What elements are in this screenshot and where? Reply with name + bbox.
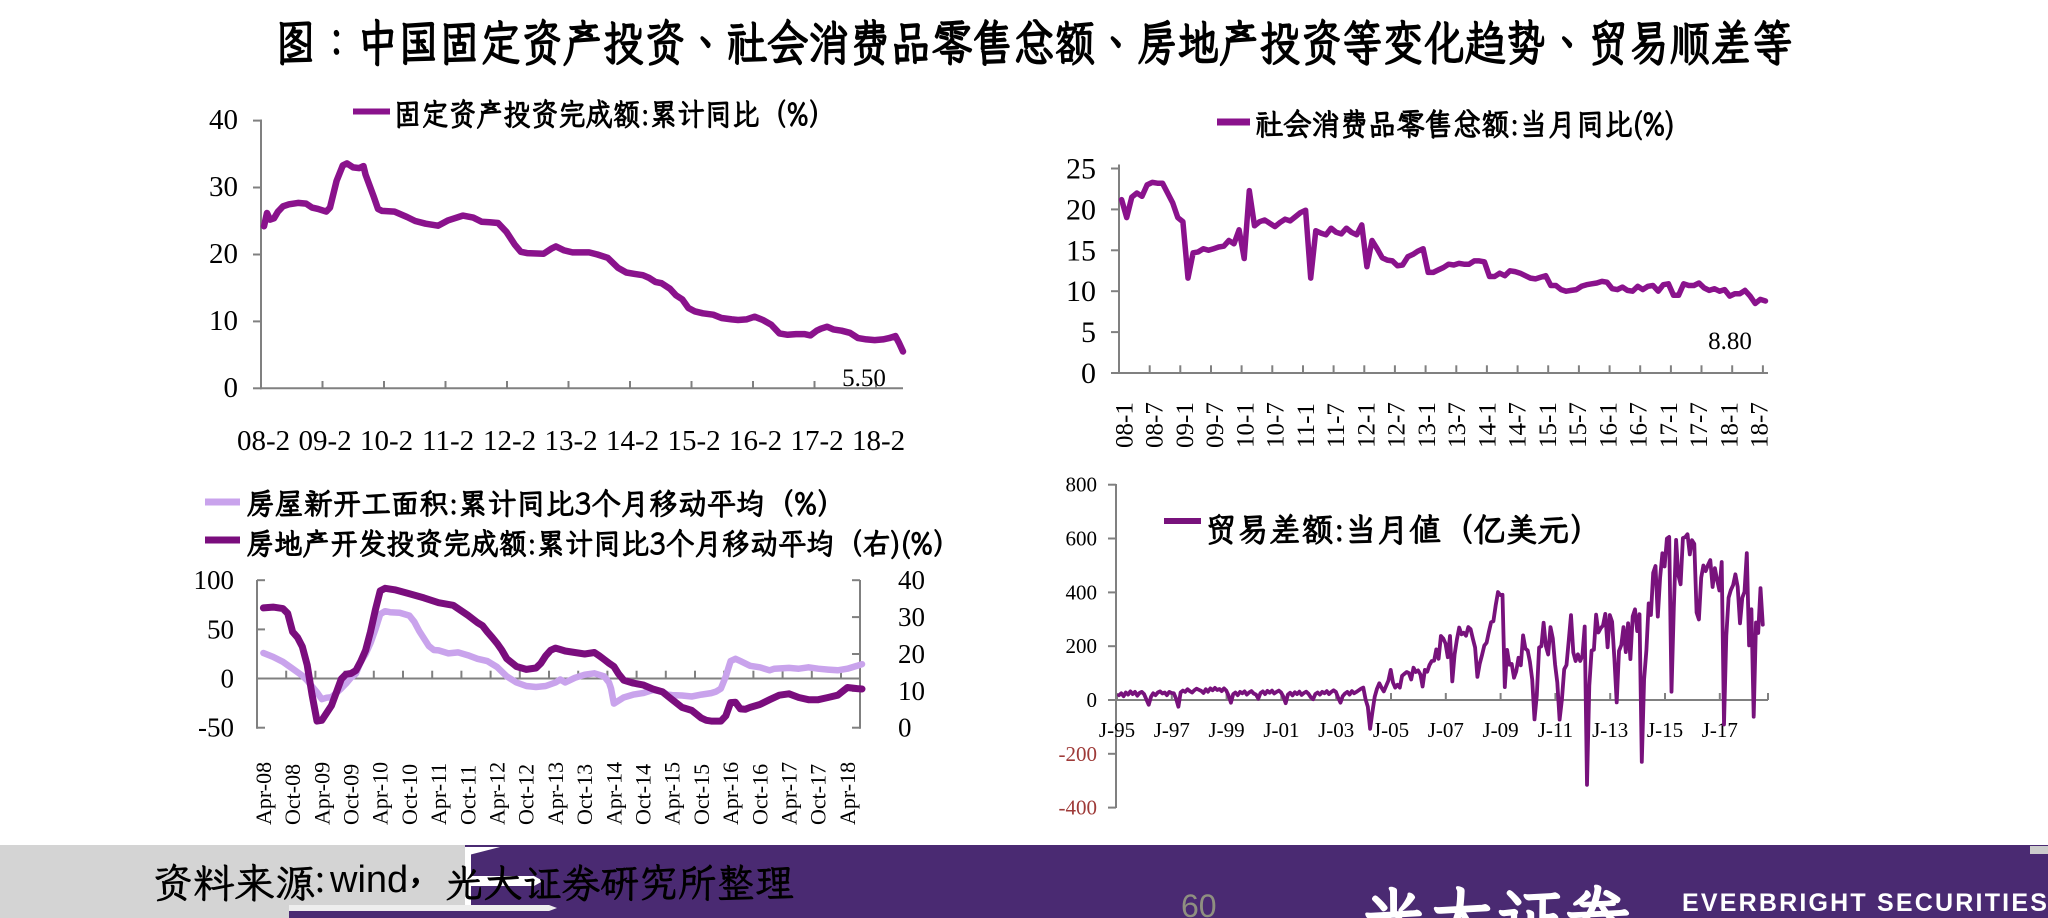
svg-text:Oct-10: Oct-10 [397, 764, 422, 825]
svg-text:13-1: 13-1 [1414, 402, 1441, 448]
svg-text:0: 0 [224, 372, 239, 404]
svg-text:Apr-13: Apr-13 [543, 762, 568, 825]
svg-text:J-99: J-99 [1209, 718, 1245, 742]
svg-text:J-01: J-01 [1263, 718, 1299, 742]
svg-text:10-7: 10-7 [1263, 402, 1290, 448]
svg-text:5.50: 5.50 [842, 365, 886, 392]
svg-text:400: 400 [1066, 580, 1098, 604]
svg-text:16-1: 16-1 [1595, 402, 1622, 448]
svg-text:Oct-14: Oct-14 [631, 764, 656, 825]
svg-text:10: 10 [209, 305, 238, 337]
svg-text:08-2: 08-2 [237, 425, 290, 457]
svg-text:Apr-17: Apr-17 [777, 762, 802, 825]
svg-text:J-13: J-13 [1592, 718, 1628, 742]
svg-text:J-03: J-03 [1318, 718, 1354, 742]
svg-text:60: 60 [1181, 888, 1217, 918]
svg-text:12-7: 12-7 [1384, 402, 1411, 448]
svg-text:08-7: 08-7 [1142, 402, 1169, 448]
svg-text:Apr-09: Apr-09 [309, 762, 334, 825]
svg-text:11-7: 11-7 [1323, 403, 1350, 448]
svg-text:11-1: 11-1 [1293, 403, 1320, 448]
svg-text:30: 30 [209, 171, 238, 203]
svg-text:200: 200 [1066, 634, 1098, 658]
svg-text:100: 100 [194, 565, 235, 595]
svg-text:13-7: 13-7 [1444, 402, 1471, 448]
svg-text:14-1: 14-1 [1474, 402, 1501, 448]
svg-text:12-2: 12-2 [483, 425, 536, 457]
svg-text:Oct-16: Oct-16 [747, 764, 772, 825]
svg-text:-50: -50 [198, 713, 234, 743]
svg-text:Apr-11: Apr-11 [426, 763, 451, 825]
svg-text:Apr-10: Apr-10 [368, 762, 393, 825]
svg-text:0: 0 [221, 664, 235, 694]
svg-text:15-7: 15-7 [1565, 402, 1592, 448]
svg-text:-400: -400 [1059, 796, 1098, 820]
svg-text:600: 600 [1066, 527, 1098, 551]
svg-text:18-2: 18-2 [852, 425, 905, 457]
svg-text:Oct-17: Oct-17 [806, 764, 831, 825]
svg-text:J-09: J-09 [1483, 718, 1519, 742]
svg-text:20: 20 [898, 639, 925, 669]
svg-text:13-2: 13-2 [545, 425, 598, 457]
svg-text:Oct-15: Oct-15 [689, 764, 714, 825]
svg-text:09-1: 09-1 [1172, 402, 1199, 448]
svg-text:Oct-11: Oct-11 [455, 765, 480, 825]
svg-text:15: 15 [1066, 234, 1096, 267]
svg-text:20: 20 [209, 238, 238, 270]
svg-text:50: 50 [207, 614, 234, 644]
svg-text:09-2: 09-2 [299, 425, 352, 457]
svg-text:Apr-18: Apr-18 [835, 762, 860, 825]
svg-text:40: 40 [898, 565, 925, 595]
svg-text:Oct-13: Oct-13 [572, 764, 597, 825]
svg-text:5: 5 [1081, 316, 1096, 349]
svg-text:0: 0 [1087, 688, 1098, 712]
svg-text:0: 0 [898, 713, 912, 743]
svg-text:17-7: 17-7 [1686, 402, 1713, 448]
svg-text:15-2: 15-2 [668, 425, 721, 457]
svg-text:14-2: 14-2 [606, 425, 659, 457]
svg-text:12-1: 12-1 [1353, 402, 1380, 448]
svg-text:40: 40 [209, 104, 238, 136]
svg-text:10: 10 [898, 676, 925, 706]
svg-text:10: 10 [1066, 275, 1096, 308]
svg-text:J-97: J-97 [1154, 718, 1190, 742]
svg-text:J-05: J-05 [1373, 718, 1409, 742]
svg-text:Apr-16: Apr-16 [718, 762, 743, 825]
svg-text:-200: -200 [1059, 742, 1098, 766]
svg-text:800: 800 [1066, 473, 1098, 497]
svg-text:J-11: J-11 [1538, 718, 1573, 742]
svg-text:Apr-14: Apr-14 [601, 762, 626, 825]
svg-text:J-07: J-07 [1428, 718, 1464, 742]
svg-text:15-1: 15-1 [1535, 402, 1562, 448]
svg-text:18-7: 18-7 [1747, 402, 1774, 448]
svg-text:8.80: 8.80 [1708, 328, 1752, 355]
svg-text:14-7: 14-7 [1505, 402, 1532, 448]
svg-text:EVERBRIGHT SECURITIES: EVERBRIGHT SECURITIES [1682, 889, 2048, 917]
svg-text:10-1: 10-1 [1232, 402, 1259, 448]
svg-text:0: 0 [1081, 357, 1096, 390]
svg-text:30: 30 [898, 602, 925, 632]
svg-text:Oct-12: Oct-12 [514, 764, 539, 825]
svg-text:Oct-09: Oct-09 [339, 764, 364, 825]
svg-text:17-1: 17-1 [1656, 402, 1683, 448]
svg-text:08-1: 08-1 [1112, 402, 1139, 448]
svg-text:18-1: 18-1 [1716, 402, 1743, 448]
svg-text:J-95: J-95 [1099, 718, 1135, 742]
svg-text:11-2: 11-2 [422, 425, 474, 457]
svg-text:16-7: 16-7 [1626, 402, 1653, 448]
svg-text:09-7: 09-7 [1202, 402, 1229, 448]
svg-text:Apr-08: Apr-08 [251, 762, 276, 825]
svg-text:17-2: 17-2 [791, 425, 844, 457]
svg-text:Oct-08: Oct-08 [280, 764, 305, 825]
svg-text:J-15: J-15 [1647, 718, 1683, 742]
svg-text:20: 20 [1066, 193, 1096, 226]
svg-text:J-17: J-17 [1702, 718, 1738, 742]
svg-text:25: 25 [1066, 153, 1096, 186]
svg-text:Apr-12: Apr-12 [485, 762, 510, 825]
svg-text:16-2: 16-2 [729, 425, 782, 457]
svg-text:10-2: 10-2 [360, 425, 413, 457]
svg-text:wind: wind [329, 859, 408, 901]
svg-text:Apr-15: Apr-15 [660, 762, 685, 825]
